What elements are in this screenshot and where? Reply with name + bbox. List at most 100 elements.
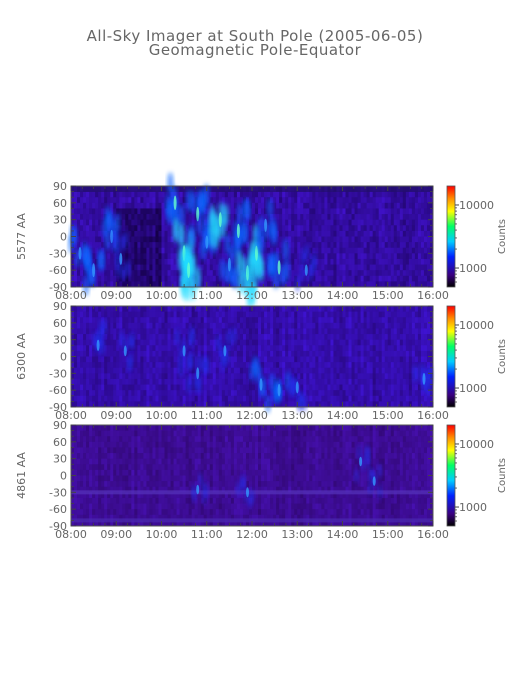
heatmap-cell <box>152 384 156 391</box>
heatmap-cell <box>264 334 268 341</box>
heatmap-cell <box>258 191 262 198</box>
heatmap-cell <box>212 362 217 369</box>
heatmap-cell <box>89 373 93 380</box>
heatmap-cell <box>98 242 102 249</box>
heatmap-cell <box>80 367 84 374</box>
heatmap-cell <box>215 275 220 282</box>
heatmap-cell <box>330 258 334 265</box>
heatmap-cell <box>300 322 304 329</box>
heatmap-cell <box>206 270 211 277</box>
heatmap-cell <box>420 401 425 408</box>
heatmap-cell <box>321 317 325 324</box>
heatmap-cell <box>324 230 328 237</box>
heatmap-cell <box>294 317 298 324</box>
heatmap-cell <box>429 275 434 282</box>
heatmap-cell <box>155 350 159 357</box>
heatmap-cell <box>363 270 368 277</box>
heatmap-cell <box>176 395 180 402</box>
heatmap-cell <box>104 384 108 391</box>
heatmap-cell <box>149 275 153 282</box>
heatmap-cell <box>408 328 413 335</box>
heatmap-cell <box>354 317 358 324</box>
heatmap-cell <box>233 395 238 402</box>
heatmap-cell <box>227 362 232 369</box>
heatmap-cell <box>110 275 114 282</box>
heatmap-cell <box>95 384 99 391</box>
heatmap-cell <box>402 345 407 352</box>
heatmap-cell <box>146 373 150 380</box>
heatmap-cell <box>357 270 361 277</box>
heatmap-cell <box>339 202 343 209</box>
heatmap-cell <box>89 481 93 488</box>
heatmap-cell <box>312 373 316 380</box>
heatmap-cell <box>113 328 117 335</box>
heatmap-cell <box>194 236 199 243</box>
heatmap-cell <box>203 253 208 260</box>
heatmap-cell <box>86 356 90 363</box>
heatmap-cell <box>324 367 328 374</box>
heatmap-cell <box>366 225 371 232</box>
heatmap-cell <box>411 328 416 335</box>
heatmap-cell <box>258 197 262 204</box>
heatmap-cell <box>161 258 165 265</box>
heatmap-cell <box>384 225 389 232</box>
heatmap-cell <box>399 362 404 369</box>
heatmap-cell <box>86 197 90 204</box>
heatmap-cell <box>161 395 165 402</box>
heatmap-cell <box>155 197 159 204</box>
heatmap-cell <box>173 258 177 265</box>
heatmap-cell <box>140 350 144 357</box>
heatmap-cell <box>369 219 374 226</box>
heatmap-cell <box>417 270 422 277</box>
heatmap-cell <box>309 384 313 391</box>
heatmap-cell <box>77 447 81 454</box>
x-tick-label: 15:00 <box>372 409 404 422</box>
heatmap-cell <box>345 270 349 277</box>
heatmap-cell <box>155 390 159 397</box>
heatmap-cell <box>303 328 307 335</box>
heatmap-cell <box>248 328 253 335</box>
heatmap-cell <box>417 322 422 329</box>
heatmap-cell <box>393 242 398 249</box>
heatmap-cell <box>411 362 416 369</box>
heatmap-cell <box>252 311 256 318</box>
heatmap-cell <box>74 322 78 329</box>
heatmap-cell <box>306 328 310 335</box>
heatmap-cell <box>348 247 352 254</box>
heatmap-cell <box>366 264 371 271</box>
heatmap-cell <box>83 208 87 215</box>
heatmap-cell <box>233 339 238 346</box>
heatmap-cell <box>209 367 214 374</box>
heatmap-cell <box>282 328 286 335</box>
heatmap-cell <box>423 350 428 357</box>
heatmap-cell <box>179 191 184 198</box>
heatmap-cell <box>312 197 316 204</box>
heatmap-cell <box>315 362 319 369</box>
heatmap-cell <box>203 373 208 380</box>
heatmap-cell <box>270 191 274 198</box>
heatmap-cell <box>245 230 250 237</box>
heatmap-cell <box>414 328 419 335</box>
heatmap-cell <box>131 378 135 385</box>
heatmap-cell <box>357 317 361 324</box>
heatmap-cell <box>414 378 419 385</box>
heatmap-cell <box>206 367 211 374</box>
heatmap-cell <box>89 322 93 329</box>
heatmap-cell <box>420 264 425 271</box>
heatmap-cell <box>173 390 177 397</box>
heatmap-cell <box>321 236 325 243</box>
heatmap-cell <box>387 214 392 221</box>
heatmap-cell <box>152 306 156 313</box>
heatmap-cell <box>387 258 392 265</box>
heatmap-cell <box>80 492 84 499</box>
heatmap-cell <box>98 191 102 198</box>
heatmap-cell <box>113 281 117 288</box>
heatmap-cell <box>288 230 292 237</box>
heatmap-cell <box>267 367 271 374</box>
heatmap-cell <box>414 384 419 391</box>
heatmap-cell <box>128 322 132 329</box>
heatmap-cell <box>245 225 250 232</box>
heatmap-cell <box>423 395 428 402</box>
heatmap-cell <box>134 339 138 346</box>
heatmap-cell <box>420 317 425 324</box>
